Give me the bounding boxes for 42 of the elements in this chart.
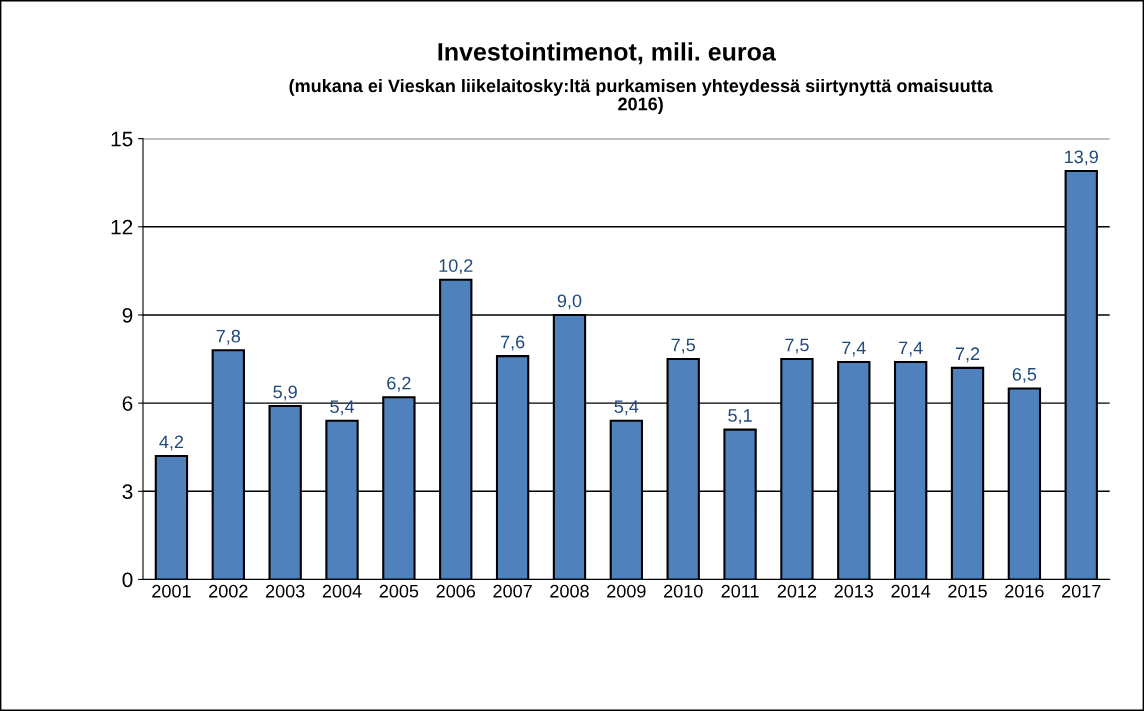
data-label: 6,2 (387, 376, 411, 392)
chart-subtitle: (mukana ei Vieskan liikelaitosky:ltä purkamisen yhteydessä siirtynyttä omaisuutta 2016) (289, 78, 993, 114)
data-label: 5,4 (614, 400, 639, 416)
x-tick-label: 2011 (721, 584, 759, 598)
data-label: 5,9 (273, 385, 297, 401)
x-tick-label: 2014 (891, 584, 931, 598)
data-label: 6,5 (1012, 367, 1037, 383)
data-label: 7,8 (216, 329, 241, 345)
x-tick-label: 2003 (265, 584, 305, 598)
data-label: 7,2 (955, 347, 980, 363)
data-label: 7,4 (842, 341, 866, 357)
y-tick-label: 9 (122, 307, 133, 323)
data-label: 13,9 (1065, 150, 1098, 166)
data-label: 7,5 (671, 338, 695, 354)
x-tick-label: 2012 (777, 584, 817, 598)
x-tick-label: 2004 (322, 584, 362, 598)
data-label: 7,6 (500, 335, 525, 351)
x-tick-label: 2005 (379, 584, 419, 598)
x-tick-label: 2015 (948, 584, 987, 598)
x-tick-label: 2017 (1062, 584, 1101, 598)
x-tick-label: 2016 (1005, 584, 1044, 598)
x-tick-label: 2013 (834, 584, 874, 598)
x-tick-label: 2007 (493, 584, 532, 598)
y-tick-label: 6 (122, 396, 133, 411)
x-tick-label: 2006 (436, 584, 476, 598)
data-label: 5,1 (728, 409, 752, 424)
x-tick-label: 2008 (550, 584, 589, 598)
x-tick-label: 2009 (607, 584, 646, 598)
y-tick-label: 0 (122, 572, 133, 588)
data-label: 7,5 (785, 338, 809, 354)
data-label: 10,2 (439, 259, 473, 275)
x-tick-label: 2010 (664, 584, 703, 598)
chart-title: Investointimenot, mili. euroa (438, 42, 776, 65)
data-label: 5,4 (330, 400, 355, 416)
y-tick-label: 12 (111, 219, 133, 235)
data-label: 4,2 (159, 435, 184, 451)
y-tick-label: 3 (122, 484, 133, 500)
x-tick-label: 2002 (209, 584, 248, 598)
data-label: 7,4 (899, 341, 923, 357)
data-label: 9,0 (557, 294, 582, 310)
x-tick-label: 2001 (152, 584, 191, 598)
y-tick-label: 15 (111, 131, 133, 147)
